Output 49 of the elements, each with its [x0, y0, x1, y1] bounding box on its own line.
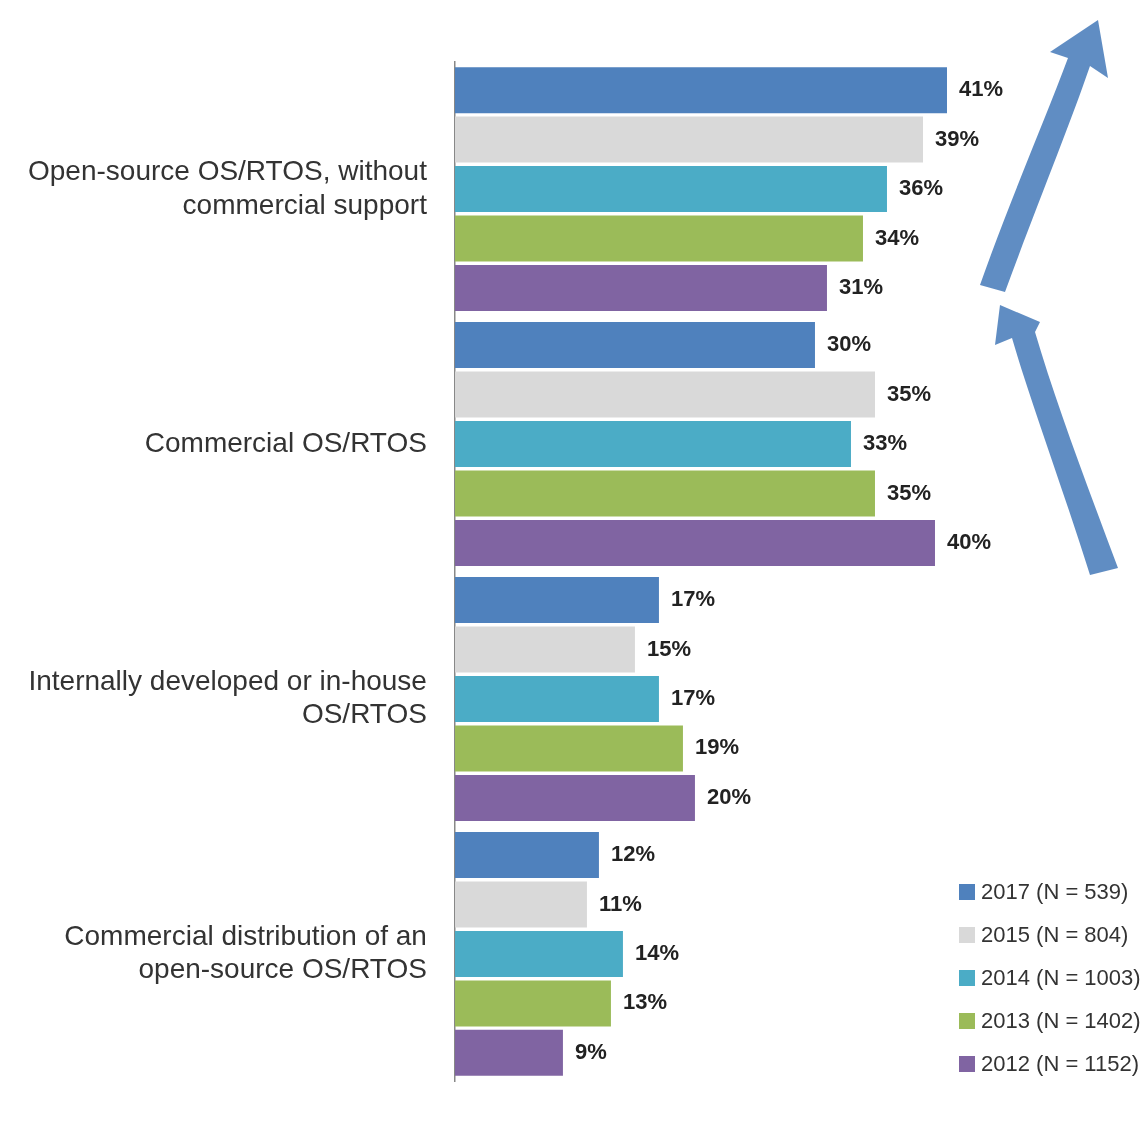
legend-label: 2015 (N = 804): [981, 921, 1129, 948]
data-label: 39%: [934, 125, 980, 151]
bar: [454, 725, 683, 772]
data-label: 13%: [622, 989, 667, 1015]
data-label: 17%: [670, 586, 715, 612]
bar: [454, 1029, 563, 1076]
bar: [454, 930, 623, 977]
data-label: 36%: [898, 175, 944, 201]
data-label: 33%: [862, 430, 908, 456]
data-label: 19%: [694, 734, 739, 760]
data-label: 31%: [838, 274, 884, 300]
bar: [454, 577, 659, 624]
data-label: 35%: [886, 479, 932, 505]
bar: [454, 166, 887, 213]
bar: [454, 980, 611, 1027]
data-label: 40%: [946, 529, 992, 555]
bar: [454, 215, 863, 262]
bar: [454, 371, 875, 418]
data-label: 17%: [670, 685, 715, 711]
bar: [454, 67, 947, 114]
bar: [454, 774, 695, 821]
bar: [454, 626, 635, 673]
data-label: 34%: [874, 224, 920, 250]
y-tick-label: Commercial distribution of an open-source OS/RTOS: [64, 919, 427, 985]
bar: [454, 881, 587, 928]
data-label: 41%: [958, 76, 1004, 102]
y-tick-label: Open-source OS/RTOS, without commercial support: [28, 154, 428, 220]
data-label: 12%: [610, 841, 655, 867]
bar: [454, 470, 875, 517]
bar: [454, 116, 923, 163]
data-label: 15%: [646, 635, 691, 661]
legend-label: 2017 (N = 539): [981, 878, 1129, 905]
bar: [454, 675, 659, 722]
data-label: 14%: [634, 939, 679, 965]
bar: [454, 265, 827, 311]
y-tick-label: Internally developed or in-house OS/RTOS: [28, 664, 427, 730]
bar: [454, 519, 935, 566]
y-tick-label: Commercial OS/RTOS: [144, 426, 427, 458]
data-label: 20%: [706, 783, 751, 809]
bar: [454, 322, 815, 369]
legend-label: 2013 (N = 1402): [981, 1007, 1141, 1034]
data-label: 30%: [826, 331, 872, 357]
legend-label: 2014 (N = 1003): [981, 964, 1141, 991]
data-label: 9%: [574, 1038, 607, 1064]
data-label: 11%: [598, 890, 642, 916]
bar: [454, 421, 851, 468]
bar: [454, 832, 599, 878]
data-label: 35%: [886, 380, 932, 406]
legend-label: 2012 (N = 1152): [981, 1050, 1139, 1077]
